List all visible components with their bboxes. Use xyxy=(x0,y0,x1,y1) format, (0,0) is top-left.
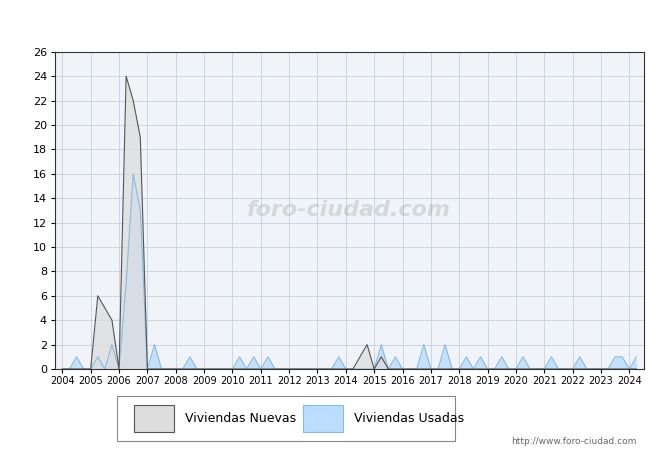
Text: foro-ciudad.com: foro-ciudad.com xyxy=(248,200,451,220)
Text: Viviendas Nuevas: Viviendas Nuevas xyxy=(185,412,296,425)
FancyBboxPatch shape xyxy=(134,405,174,432)
Text: http://www.foro-ciudad.com: http://www.foro-ciudad.com xyxy=(512,436,637,446)
Text: Quicena - Evolucion del Nº de Transacciones Inmobiliarias: Quicena - Evolucion del Nº de Transaccio… xyxy=(112,16,538,31)
FancyBboxPatch shape xyxy=(303,405,343,432)
Text: Viviendas Usadas: Viviendas Usadas xyxy=(354,412,463,425)
FancyBboxPatch shape xyxy=(117,396,455,441)
